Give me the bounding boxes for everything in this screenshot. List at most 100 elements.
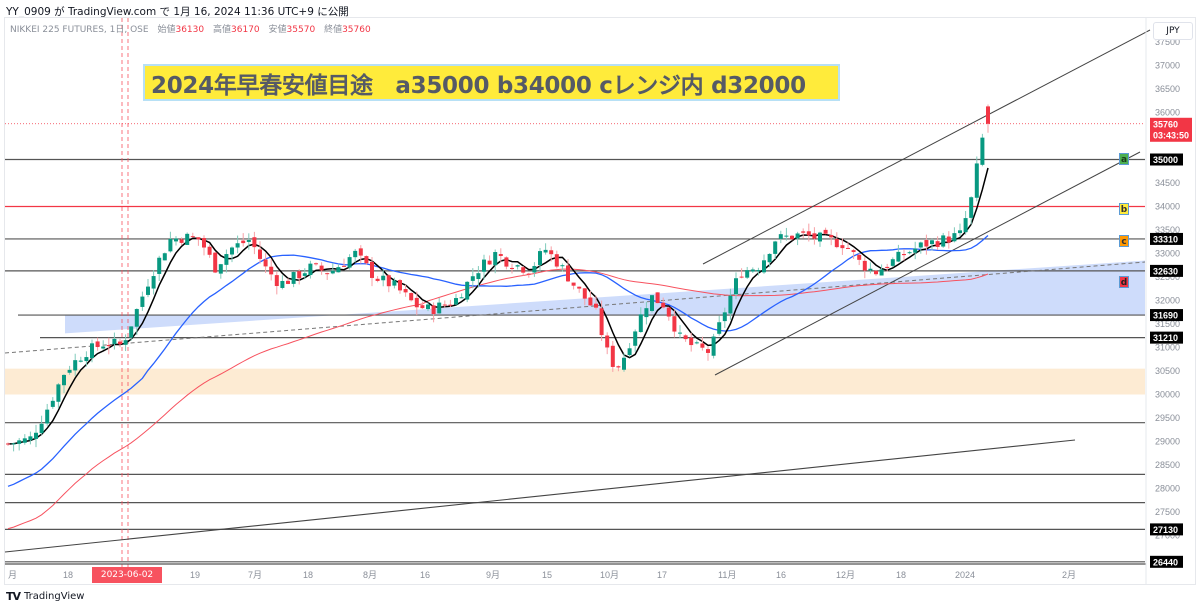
candle-up [711,336,716,356]
candle-down [510,267,514,270]
current-price-tag [1150,117,1192,142]
candle-down [358,248,363,256]
marker-d[interactable]: d [1119,276,1129,288]
open-label: 始値 [157,25,176,35]
candle-up [750,269,755,272]
candle-up [538,251,542,266]
candle-down [885,266,890,268]
candle-down [851,250,856,253]
candle-down [823,229,828,234]
price-tick: 37000 [1155,61,1180,71]
candle-up [353,250,358,258]
marker-c[interactable]: c [1119,235,1129,247]
price-tick: 28500 [1155,460,1180,470]
candle-down [179,239,184,243]
candle-up [532,266,537,273]
candle-up [756,270,761,272]
candle-up [185,233,190,245]
candle-up [246,239,251,242]
candle-up [50,400,55,407]
candle-down [487,260,492,265]
currency-button[interactable]: JPY [1153,22,1193,40]
candle-up [722,312,727,322]
annotation-title: 2024年早春安値目途 a35000 b34000 cレンジ内 d32000 [151,72,806,99]
price-tick: 34000 [1155,202,1180,212]
candle-down [448,304,453,306]
orange-zone [5,368,1145,395]
ma-long-line [7,268,989,530]
candle-up [62,374,66,386]
candle-up [112,338,117,345]
open-value: 36130 [175,25,205,35]
channel-upper-line [702,29,1151,265]
high-label: 高値 [213,25,232,35]
price-tick: 27000 [1155,531,1180,541]
candle-down [610,345,615,367]
candle-down [806,231,811,236]
candle-up [302,273,307,276]
candle-up [818,232,822,242]
candle-down [342,265,346,267]
candle-up [336,267,341,273]
candle-up [728,295,733,314]
marker-a[interactable]: a [1119,153,1129,165]
ma-short-line [7,167,989,445]
candle-down [190,236,195,238]
candle-down [252,237,257,248]
candle-down [829,234,834,238]
candle-up [90,343,94,359]
price-level-tag-text: 33310 [1153,234,1178,244]
candle-down [566,265,570,282]
candle-down [314,263,318,265]
candle-up [773,241,778,254]
time-tick: 2024 [955,570,975,580]
long-trend-line [4,439,1076,553]
candle-up [56,384,61,402]
candle-down [241,240,246,244]
candle-up [134,309,139,327]
candle-up [174,238,178,242]
candle-up [78,360,83,362]
time-tick: 9月 [486,570,500,580]
candle-down [370,261,374,278]
candle-down [582,288,587,299]
candle-down [202,238,206,248]
candle-up [129,326,134,338]
candle-up [543,249,548,253]
candle-up [650,295,654,311]
price-level-tag-text: 31690 [1153,311,1178,321]
tradingview-footer[interactable]: TV TradingView [6,590,84,603]
annotation-text-box[interactable]: 2024年早春安値目途 a35000 b34000 cレンジ内 d32000 [143,64,840,101]
countdown-timer: 03:43:50 [1153,130,1189,140]
candle-up [767,253,772,263]
time-tick: 15 [542,570,552,580]
time-tick: 月 [8,570,17,580]
candle-down [325,273,330,275]
price-level-tag [1150,264,1183,277]
candle-down [935,241,940,247]
candle-down [207,246,212,255]
marker-b[interactable]: b [1119,203,1129,215]
candle-up [459,297,464,299]
trend-lines [4,29,1151,553]
candle-down [571,282,576,286]
candle-down [616,366,621,368]
candle-down [594,303,598,308]
candle-up [146,286,150,295]
time-tick: 19 [190,570,200,580]
price-tick: 29500 [1155,413,1180,423]
candle-down [274,275,279,287]
chart-frame[interactable] [4,17,1196,585]
candle-up [627,348,632,356]
price-tick: 33500 [1155,225,1180,235]
candle-up [784,235,789,237]
candle-down [902,254,906,256]
symbol-legend: NIKKEI 225 FUTURES, 1日, OSE 始値36130 高値36… [10,22,371,35]
close-value: 35760 [342,25,371,35]
time-axis: 月 18 19 7月 18 8月 16 9月 15 10月 17 11月 16 12月 18 2024 2月 [5,18,1147,584]
price-level-tag-text: 32630 [1153,266,1178,276]
candle-up [470,276,475,281]
candle-down [655,292,660,304]
candle-up [168,238,173,252]
